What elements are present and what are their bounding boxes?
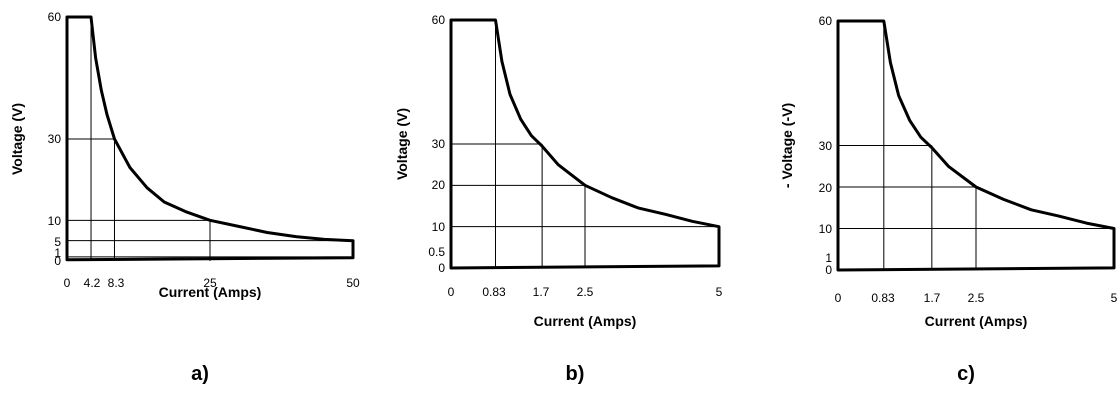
panel-b-x-tick-0: 0 bbox=[448, 285, 455, 299]
panel-a-label: a) bbox=[191, 363, 209, 385]
panel-b-x-tick-2: 1.7 bbox=[533, 285, 550, 299]
panel-c-x-axis-title: Current (Amps) bbox=[925, 313, 1028, 329]
panel-b-y-tick-2: 20 bbox=[432, 178, 446, 192]
panel-c-x-tick-1: 0.83 bbox=[871, 291, 895, 305]
panel-b-y-tick-1: 30 bbox=[432, 137, 446, 151]
panel-a-x-tick-3: 25 bbox=[203, 276, 217, 290]
panel-c-x-tick-2: 1.7 bbox=[924, 291, 941, 305]
panel-c-y-tick-0: 60 bbox=[819, 14, 833, 28]
panel-a-y-tick-0: 60 bbox=[48, 10, 62, 24]
panel-b-y-tick-5: 0 bbox=[438, 261, 445, 275]
panel-c-x-tick-4: 5 bbox=[1111, 291, 1118, 305]
panel-a-y-tick-4: 1 bbox=[54, 246, 61, 260]
panel-a-x-axis-title: Current (Amps) bbox=[159, 284, 262, 300]
panel-c-y-tick-1: 30 bbox=[819, 139, 833, 153]
panel-b-label: b) bbox=[566, 363, 585, 385]
panel-c-x-tick-3: 2.5 bbox=[968, 291, 985, 305]
panel-c-y-tick-2: 20 bbox=[819, 181, 833, 195]
panel-b-operating-envelope bbox=[449, 18, 721, 270]
panel-a-y-tick-2: 10 bbox=[48, 214, 62, 228]
panel-c-x-tick-0: 0 bbox=[835, 291, 842, 305]
panel-a-x-tick-2: 8.3 bbox=[108, 276, 125, 290]
panel-b-y-tick-4: 0.5 bbox=[428, 245, 445, 259]
panel-b-y-tick-0: 60 bbox=[432, 13, 446, 27]
panel-b-x-axis-title: Current (Amps) bbox=[534, 313, 637, 329]
panel-c-y-tick-3: 10 bbox=[819, 222, 833, 236]
panel-a-y-tick-3: 5 bbox=[54, 235, 61, 249]
panel-b-x-tick-3: 2.5 bbox=[577, 285, 594, 299]
panel-b-y-axis-title: Voltage (V) bbox=[394, 108, 410, 180]
panel-a-x-tick-4: 50 bbox=[346, 276, 360, 290]
panel-a-operating-envelope bbox=[65, 15, 355, 262]
panel-a-x-tick-1: 4.2 bbox=[84, 276, 101, 290]
panel-a-y-tick-1: 30 bbox=[48, 132, 62, 146]
panel-c-y-tick-5: 0 bbox=[825, 263, 832, 277]
panel-c-y-axis-title: - Voltage (-V) bbox=[779, 103, 795, 188]
panel-a-y-tick-5: 0 bbox=[54, 254, 61, 268]
panel-a-x-tick-0: 0 bbox=[64, 276, 71, 290]
panel-c-operating-envelope bbox=[836, 19, 1116, 272]
panel-a-y-axis-title: Voltage (V) bbox=[9, 103, 25, 175]
panel-b-y-tick-3: 10 bbox=[432, 220, 446, 234]
panel-c-label: c) bbox=[957, 363, 975, 385]
panel-b-x-tick-1: 0.83 bbox=[482, 285, 506, 299]
panel-c-y-tick-4: 1 bbox=[825, 251, 832, 265]
panel-b-x-tick-4: 5 bbox=[716, 285, 723, 299]
